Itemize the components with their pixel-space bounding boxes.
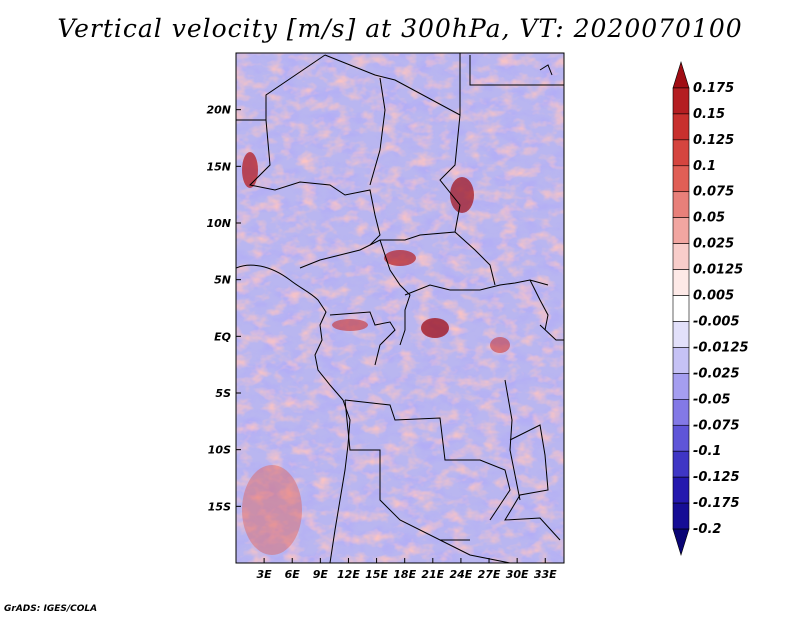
colorbar-swatch	[672, 60, 690, 89]
map-title: Vertical velocity [m/s] at 300hPa, VT: 2…	[57, 14, 743, 43]
colorbar-label: 0.0125	[693, 263, 743, 278]
lat-label: 5S	[215, 387, 231, 400]
colorbar-label: 0.15	[693, 107, 725, 122]
grads-credit: GrADS: IGES/COLA	[4, 604, 98, 614]
colorbar-label: -0.005	[693, 314, 740, 329]
colorbar-label: 0.175	[693, 81, 734, 96]
lon-label: 24E	[450, 568, 473, 581]
colorbar-label: -0.075	[693, 418, 740, 433]
colorbar-label: 0.1	[693, 159, 716, 174]
plot-frame	[235, 52, 565, 564]
lat-label: 10S	[208, 444, 231, 457]
latitude-axis: 20N 15N 10N 5N EQ 5S 10S 15S	[206, 104, 241, 513]
lat-label: 5N	[214, 274, 231, 287]
colorbar-swatch	[672, 165, 690, 193]
colorbar-swatch	[672, 113, 690, 141]
colorbar-label: 0.05	[693, 211, 725, 226]
colorbar-label: 0.075	[693, 185, 734, 200]
lon-label: 3E	[257, 568, 273, 581]
colorbar-label: 0.025	[693, 237, 734, 252]
lon-label: 18E	[393, 568, 416, 581]
colorbar: 0.175 0.15 0.125 0.1 0.075 0.05 0.025 0.0125 0.0…	[672, 60, 749, 557]
lon-label: 27E	[478, 568, 501, 581]
lon-label: 21E	[421, 568, 444, 581]
colorbar-label: -0.05	[693, 392, 730, 407]
colorbar-swatch	[672, 243, 690, 270]
colorbar-swatch	[672, 269, 690, 296]
lon-label: 12E	[337, 568, 360, 581]
colorbar-label: -0.125	[693, 470, 740, 485]
colorbar-swatch	[672, 139, 690, 167]
colorbar-swatch	[672, 502, 690, 530]
colorbar-label: 0.005	[693, 289, 734, 304]
colorbar-swatch	[672, 424, 690, 452]
colorbar-swatch	[672, 373, 690, 400]
lon-label: 33E	[534, 568, 557, 581]
lat-label: 15S	[208, 500, 231, 513]
lon-label: 30E	[506, 568, 529, 581]
colorbar-swatch	[672, 321, 690, 348]
country-borders	[236, 53, 564, 563]
longitude-axis: 3E 6E 9E 12E 15E 18E 21E 24E 27E 30E 33E	[257, 558, 557, 581]
colorbar-swatch	[672, 528, 690, 557]
lon-label: 6E	[285, 568, 301, 581]
lat-label: 20N	[206, 104, 231, 117]
colorbar-swatch	[672, 87, 690, 115]
colorbar-swatch	[672, 450, 690, 478]
colorbar-swatch	[672, 347, 690, 374]
lat-label: 10N	[206, 217, 231, 230]
colorbar-swatch	[672, 191, 690, 218]
lon-label: 9E	[313, 568, 329, 581]
colorbar-label: -0.025	[693, 366, 740, 381]
colorbar-label: -0.1	[693, 444, 721, 459]
colorbar-swatch	[672, 399, 690, 426]
colorbar-swatch	[672, 217, 690, 244]
lon-label: 15E	[365, 568, 388, 581]
colorbar-label: 0.125	[693, 133, 734, 148]
vertical-velocity-field	[236, 53, 564, 563]
colorbar-swatch	[672, 295, 690, 322]
lat-label: 15N	[206, 160, 231, 173]
lat-label: EQ	[214, 330, 231, 343]
colorbar-label: -0.0125	[693, 340, 749, 355]
colorbar-swatch	[672, 476, 690, 504]
colorbar-label: -0.175	[693, 496, 740, 511]
colorbar-label: -0.2	[693, 522, 721, 537]
